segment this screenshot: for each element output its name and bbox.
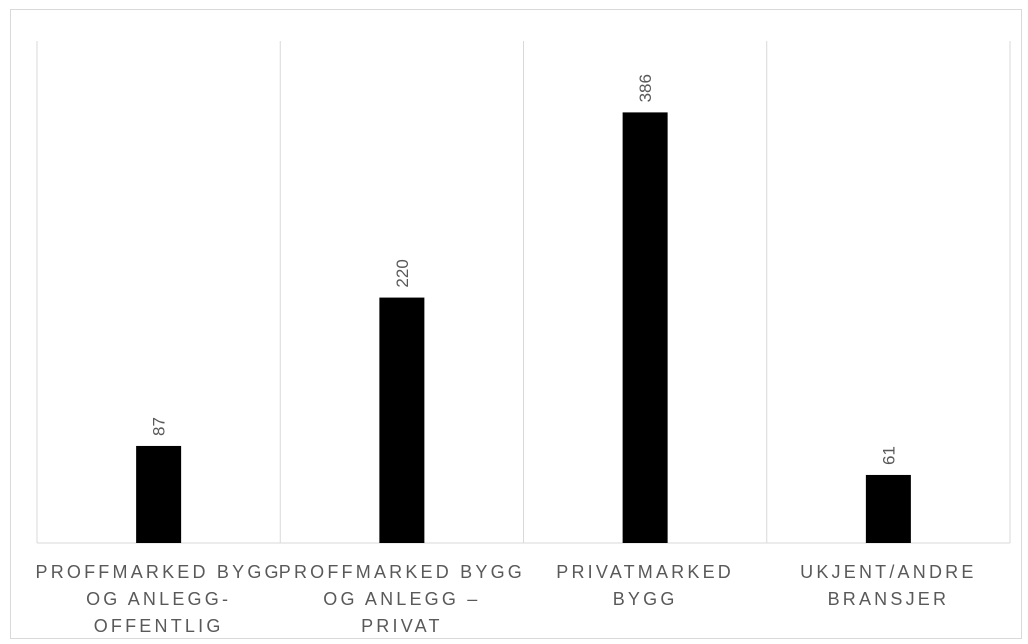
data-label: 386 bbox=[636, 74, 655, 102]
category-label: PROFFMARKED BYGG OG ANLEGG-OFFENTLIG bbox=[36, 562, 282, 636]
category-label: UKJENT/ANDRE BRANSJER bbox=[800, 562, 976, 609]
data-label: 61 bbox=[879, 446, 898, 465]
category-label: PROFFMARKED BYGG OG ANLEGG – PRIVAT bbox=[279, 562, 525, 636]
category-separators bbox=[36, 41, 1011, 543]
bars bbox=[136, 112, 911, 543]
bar bbox=[865, 474, 911, 543]
category-labels: PROFFMARKED BYGG OG ANLEGG-OFFENTLIGPROFF… bbox=[36, 562, 976, 636]
category-label: PRIVATMARKED BYGG bbox=[556, 562, 734, 609]
data-labels: 87 220 386 61 bbox=[150, 74, 899, 465]
bar bbox=[379, 297, 425, 543]
data-label: 220 bbox=[393, 259, 412, 287]
data-label: 87 bbox=[150, 417, 169, 436]
bar bbox=[136, 445, 182, 543]
bar bbox=[622, 112, 668, 543]
